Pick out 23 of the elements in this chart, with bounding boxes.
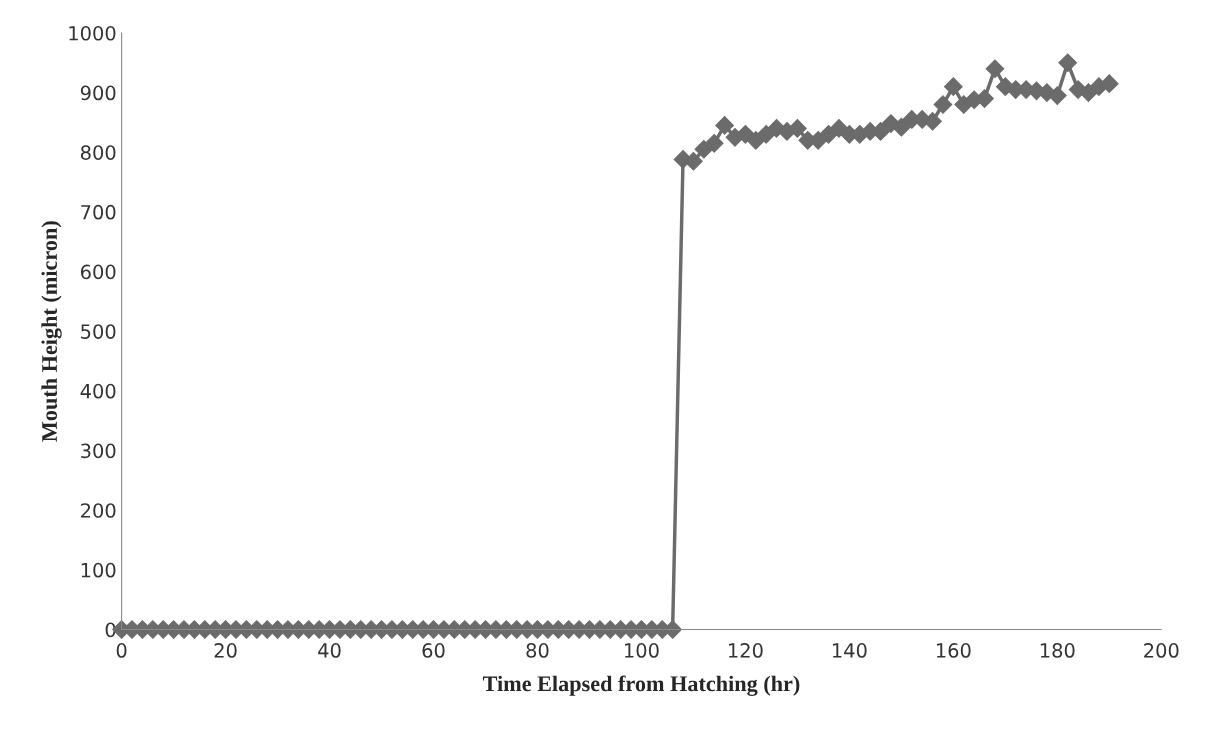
x-tick-label: 80 <box>526 643 549 658</box>
y-tick-label: 900 <box>80 85 116 101</box>
y-tick-label: 600 <box>80 264 116 280</box>
y-tick-label: 800 <box>80 145 116 160</box>
x-tick-label: 180 <box>1040 643 1075 658</box>
x-tick-label: 0 <box>116 643 127 658</box>
y-tick-label: 200 <box>81 503 116 518</box>
y-tick-label: 700 <box>81 204 116 220</box>
x-tick-label: 160 <box>936 643 971 658</box>
x-tick-label: 60 <box>422 643 445 658</box>
y-tick-label: 400 <box>80 383 116 399</box>
y-tick-label: 300 <box>81 443 116 459</box>
y-tick-label: 1000 <box>69 25 116 41</box>
x-tick-label: 120 <box>728 643 763 658</box>
y-tick-label: 100 <box>81 562 116 578</box>
x-axis-title: Time Elapsed from Hatching (hr) <box>482 675 800 696</box>
x-tick-label: 20 <box>214 643 237 658</box>
y-axis-title: Mouth Height (micron) <box>41 221 62 442</box>
x-tick-label: 40 <box>318 643 341 658</box>
x-tick-label: 200 <box>1144 643 1179 658</box>
x-tick-label: 100 <box>625 643 659 658</box>
x-tick-label: 140 <box>832 643 867 658</box>
y-tick-label: 500 <box>81 324 116 339</box>
